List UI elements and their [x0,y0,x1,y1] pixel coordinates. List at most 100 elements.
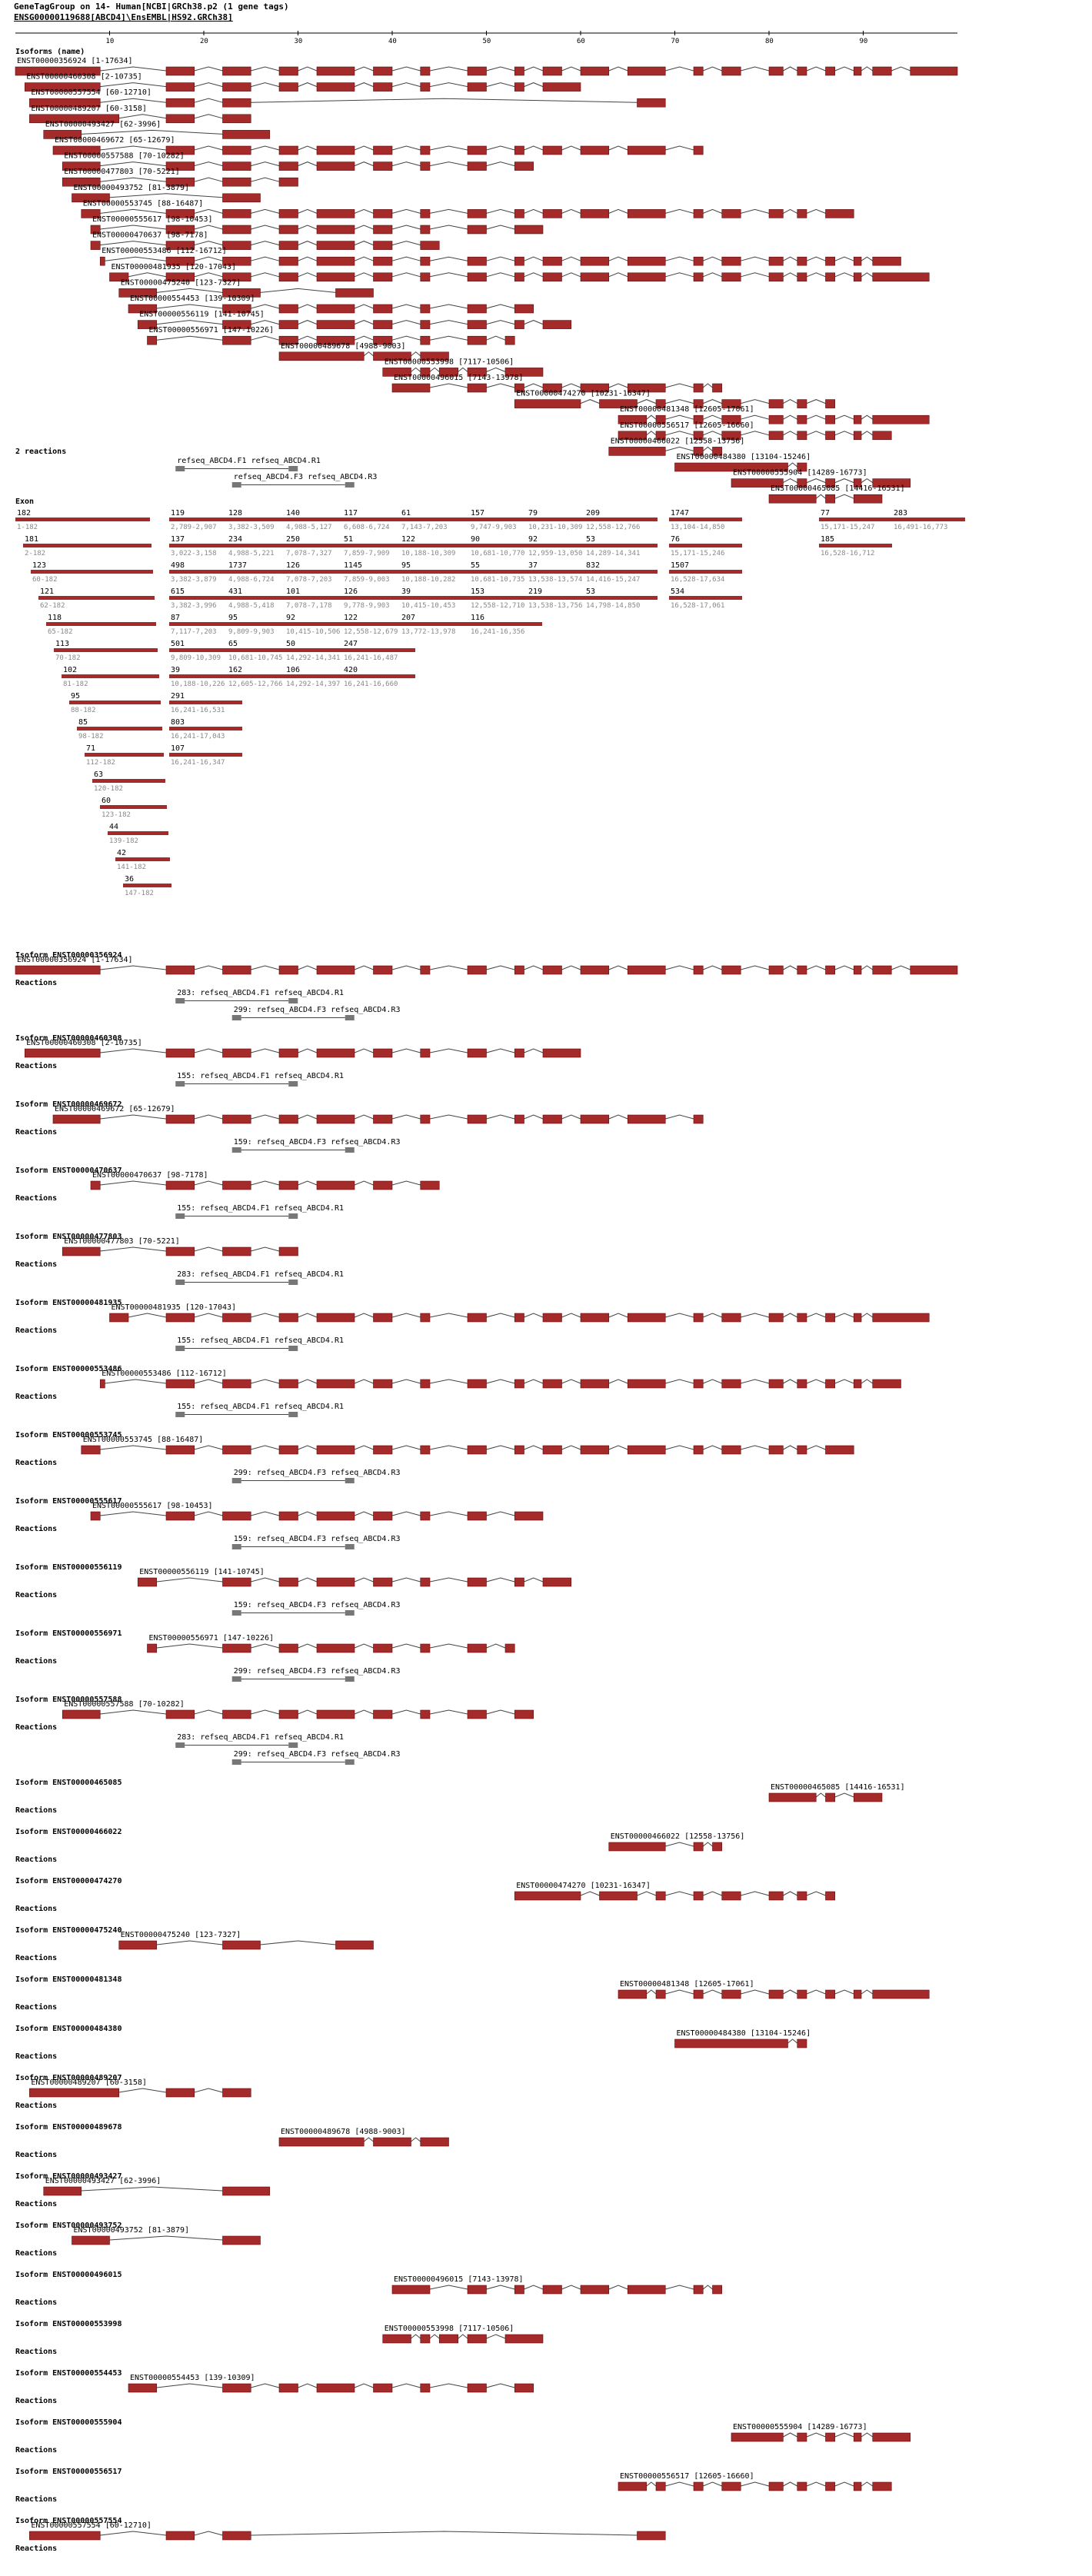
exon-block [825,1313,836,1323]
exon-block [768,1313,784,1323]
intron-line [100,1246,167,1252]
intron-line [783,208,797,214]
intron-line [354,161,374,167]
intron-line [194,2531,223,2536]
intron-line [741,272,770,278]
exon-length: 291 [171,692,185,701]
exon-block [853,1792,883,1802]
exon-block [797,414,807,424]
isoform-label: ENST00000474270 [10231-16347] [516,1882,651,1890]
exon-block [335,288,374,298]
exon-bar [342,570,415,574]
exon-block [467,209,487,218]
section-title: Isoform ENST00000557554 [15,2517,122,2525]
isoform-label: ENST00000554453 [139-10309] [130,2374,255,2382]
exon-block [853,256,862,266]
exon-block [693,66,704,76]
exon-block [504,2334,544,2344]
intron-line [486,256,515,261]
exon-block [373,145,393,155]
exon-block [278,1246,298,1256]
section-reactions-title: Reactions [15,1193,57,1203]
exon-range: 13,772-13,978 [401,628,455,636]
intron-line [391,304,421,309]
intron-line [665,145,694,151]
intron-line [783,478,797,484]
exon-bar [169,622,242,626]
intron-line [486,225,515,230]
intron-line [251,98,638,103]
exon-block [542,66,562,76]
exon-block [373,241,393,250]
isoform-label: ENST00000474270 [10231-16347] [516,390,651,398]
exon-block [420,1048,431,1058]
intron-line [354,2383,374,2388]
exon-range: 16,528-17,061 [671,602,724,610]
intron-line [354,1379,374,1384]
exon-length: 283 [894,509,907,518]
exon-block [872,478,911,488]
intron-line [100,1048,167,1053]
intron-line [391,241,421,246]
intron-line [391,145,421,151]
exon-block [542,965,562,975]
exon-block [165,1114,195,1124]
section-reactions-title: Reactions [15,2052,57,2061]
exon-block [382,2334,411,2344]
intron-line [741,1445,770,1450]
exon-block [467,1048,487,1058]
exon-bar [342,544,415,547]
section-title: Isoform ENST00000493427 [15,2172,122,2181]
exon-block [467,1445,487,1455]
intron-line [646,414,657,420]
exon-block [222,1445,251,1455]
exon-block [90,241,101,250]
exon-block [52,1114,101,1124]
exon-block [825,399,836,408]
exon-length: 92 [528,535,538,544]
intron-line [741,399,770,404]
intron-line [354,66,374,72]
exon-length: 85 [78,718,88,727]
intron-line [861,256,874,261]
exon-block [627,383,666,393]
intron-line [561,965,581,970]
exon-block [420,2334,431,2344]
intron-line [194,965,223,970]
exon-block [721,2481,741,2491]
intron-line [646,1989,657,1995]
intron-line [391,2383,421,2388]
isoform-label: ENST00000465085 [14416-16531] [771,484,905,493]
exon-bar [227,674,300,678]
section-title: Isoform ENST00000481348 [15,1975,122,1984]
intron-line [391,335,421,341]
exon-block [542,320,572,329]
intron-line [391,1114,421,1120]
exon-block [90,1180,101,1190]
exon-block [165,114,195,124]
isoform-label: ENST00000493427 [62-3996] [45,120,161,128]
intron-line [194,98,223,103]
intron-line [834,1379,854,1384]
exon-range: 16,241-16,347 [171,759,225,767]
intron-line [608,208,628,214]
intron-line [354,272,374,278]
exon-block [674,462,788,472]
exon-block [373,1445,393,1455]
exon-length: 126 [344,587,358,596]
intron-line [391,1511,421,1516]
exon-range: 7,859-9,003 [344,576,390,584]
intron-line [834,66,854,72]
exon-bar [108,831,168,835]
gene-link[interactable]: ENSG00000119688[ABCD4]\EnsEMBL|HS92.GRCh… [14,12,233,22]
exon-block [165,145,195,155]
intron-line [100,177,167,182]
exon-block [316,256,355,266]
intron-line [156,2383,223,2388]
exon-block [222,256,251,266]
exon-block [278,320,298,329]
intron-line [194,256,223,261]
intron-line [665,414,694,420]
exon-block [222,98,251,108]
exon-block [853,431,862,441]
